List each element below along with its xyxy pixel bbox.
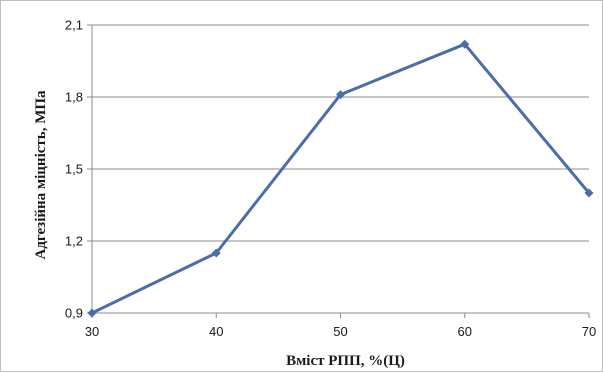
data-point <box>211 248 221 258</box>
axes <box>87 24 590 318</box>
x-tick-labels: 30 40 50 60 70 <box>85 324 596 339</box>
x-tick-label: 70 <box>582 324 596 339</box>
data-point <box>336 90 345 100</box>
y-tick-label: 0,9 <box>65 306 83 321</box>
plot-area <box>87 39 594 318</box>
x-tick-label: 30 <box>85 324 99 339</box>
y-tick-label: 2,1 <box>65 18 83 33</box>
x-tick-label: 40 <box>209 324 223 339</box>
data-point <box>584 188 594 198</box>
y-axis-title: Адгезійна міцність, МПа <box>33 90 49 260</box>
data-point <box>460 39 470 49</box>
x-tick-label: 50 <box>333 324 347 339</box>
y-tick-label: 1,8 <box>65 90 83 105</box>
y-tick-label: 1,5 <box>65 162 83 177</box>
y-tick-label: 1,2 <box>65 234 83 249</box>
x-axis-title: Вміст РПП, %(Ц) <box>286 353 405 369</box>
y-tick-labels: 0,9 1,2 1,5 1,8 2,1 <box>65 18 83 321</box>
x-tick-label: 60 <box>458 324 472 339</box>
grid-lines <box>92 24 589 242</box>
data-point <box>87 308 97 318</box>
series-line <box>91 42 591 315</box>
